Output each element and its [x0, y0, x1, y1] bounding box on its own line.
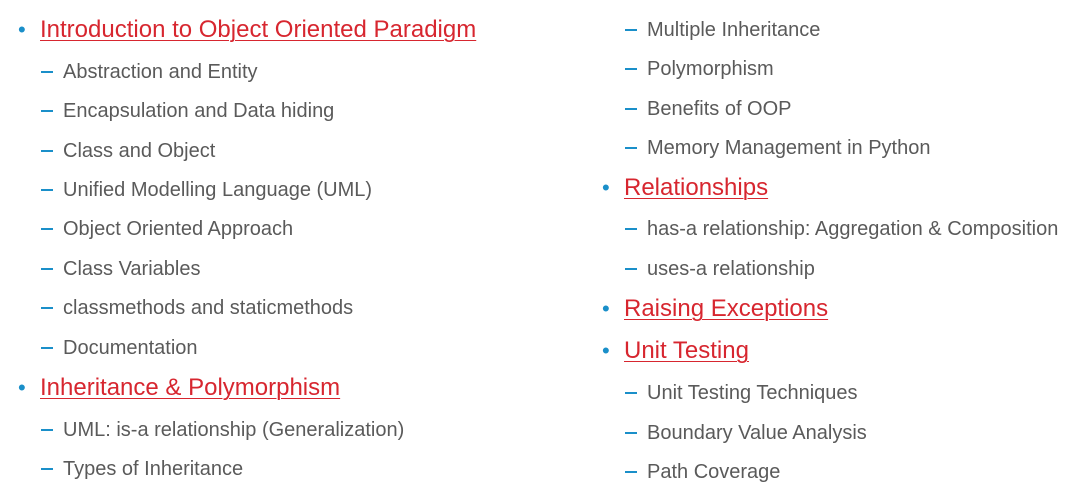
subtopic-label: Abstraction and Entity	[63, 60, 258, 84]
subtopic-label: Unit Testing Techniques	[647, 381, 858, 405]
subtopic-label: Path Coverage	[647, 460, 780, 484]
bullet-icon: •	[18, 374, 26, 402]
dash-icon	[625, 228, 637, 230]
topic-heading-link[interactable]: Relationships	[624, 174, 768, 202]
subtopic-label: Boundary Value Analysis	[647, 421, 867, 445]
dash-icon	[41, 468, 53, 470]
topic-heading-link[interactable]: Unit Testing	[624, 337, 749, 365]
dash-icon	[41, 71, 53, 73]
dash-icon	[41, 228, 53, 230]
topic-heading-link[interactable]: Introduction to Object Oriented Paradigm	[40, 16, 476, 44]
subtopic-label: Class Variables	[63, 257, 200, 281]
dash-icon	[625, 432, 637, 434]
dash-icon	[41, 110, 53, 112]
dash-icon	[625, 147, 637, 149]
subtopic-label: Object Oriented Approach	[63, 217, 293, 241]
subtopic-label: uses-a relationship	[647, 257, 815, 281]
subtopic-label: Unified Modelling Language (UML)	[63, 178, 372, 202]
dash-icon	[625, 68, 637, 70]
dash-icon	[625, 29, 637, 31]
subtopic-label: UML: is-a relationship (Generalization)	[63, 418, 404, 442]
dash-icon	[41, 347, 53, 349]
dash-icon	[41, 268, 53, 270]
bullet-icon: •	[602, 174, 610, 202]
dash-icon	[625, 471, 637, 473]
dash-icon	[625, 108, 637, 110]
dash-icon	[41, 150, 53, 152]
topic-heading-link[interactable]: Inheritance & Polymorphism	[40, 374, 340, 402]
topic-heading-link[interactable]: Raising Exceptions	[624, 295, 828, 323]
subtopic-label: Types of Inheritance	[63, 457, 243, 481]
subtopic-label: Class and Object	[63, 139, 215, 163]
subtopic-label: Benefits of OOP	[647, 97, 792, 121]
subtopic-label: Memory Management in Python	[647, 136, 930, 160]
subtopic-label: Encapsulation and Data hiding	[63, 99, 334, 123]
subtopic-label: Polymorphism	[647, 57, 774, 81]
dash-icon	[41, 189, 53, 191]
bullet-icon: •	[18, 16, 26, 44]
subtopic-label: classmethods and staticmethods	[63, 296, 353, 320]
dash-icon	[625, 392, 637, 394]
bullet-icon: •	[602, 295, 610, 323]
subtopic-label: Multiple Inheritance	[647, 18, 820, 42]
subtopic-label: Documentation	[63, 336, 198, 360]
subtopic-label: has-a relationship: Aggregation & Compos…	[647, 217, 1058, 241]
dash-icon	[41, 429, 53, 431]
bullet-icon: •	[602, 337, 610, 365]
dash-icon	[625, 268, 637, 270]
dash-icon	[41, 307, 53, 309]
